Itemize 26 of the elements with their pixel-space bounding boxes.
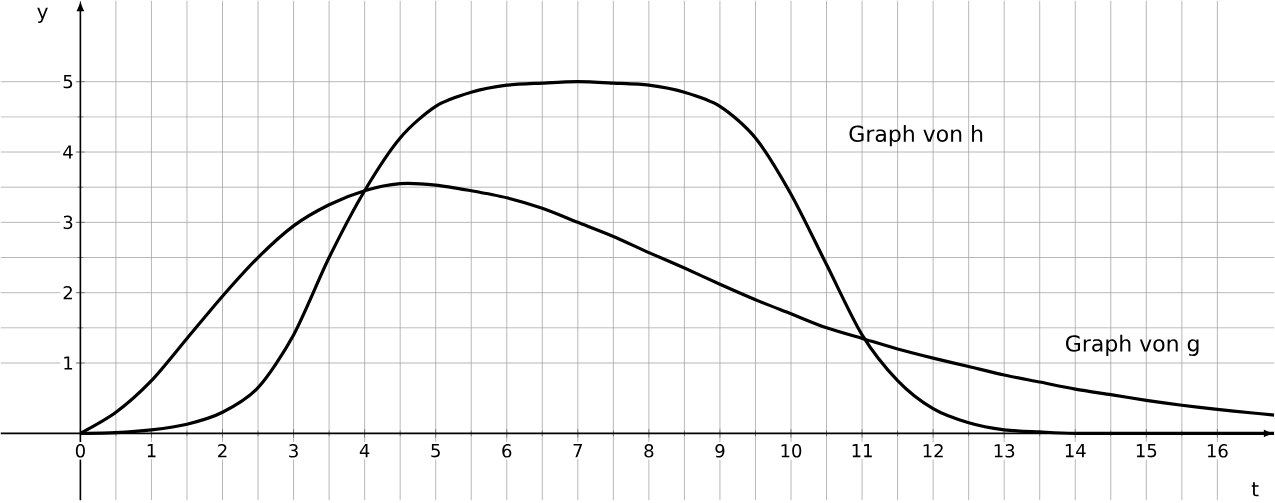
x-tick-label: 16 (1207, 444, 1228, 458)
x-tick-label: 13 (994, 444, 1015, 458)
x-tick-label: 11 (852, 444, 872, 458)
y-tick-label: 5 (63, 75, 73, 89)
y-tick-label: 1 (64, 356, 73, 370)
x-tick-label: 12 (923, 444, 943, 458)
y-tick-label: 2 (63, 286, 72, 300)
x-tick-label: 8 (644, 444, 654, 458)
x-tick-label: 15 (1136, 444, 1157, 458)
y-tick-label: 4 (63, 145, 73, 159)
annotation: Graph von g (1066, 334, 1199, 357)
x-tick-label: 1 (147, 444, 156, 458)
x-tick-label: 10 (781, 444, 802, 458)
annotation: Graph von h (849, 125, 983, 147)
x-tick-label: 5 (431, 444, 440, 458)
x-tick-label: 3 (289, 444, 298, 458)
y-axis-title: y (37, 7, 48, 23)
x-tick-label: 9 (715, 444, 725, 458)
x-axis-title: t (1251, 482, 1259, 497)
x-tick-label: 0 (75, 444, 85, 458)
x-tick-label: 4 (359, 444, 370, 458)
x-tick-label: 14 (1065, 444, 1086, 458)
x-tick-label: 6 (502, 444, 512, 458)
y-tick-label: 3 (63, 215, 73, 230)
x-tick-label: 7 (573, 444, 582, 458)
x-tick-label: 2 (218, 444, 227, 458)
